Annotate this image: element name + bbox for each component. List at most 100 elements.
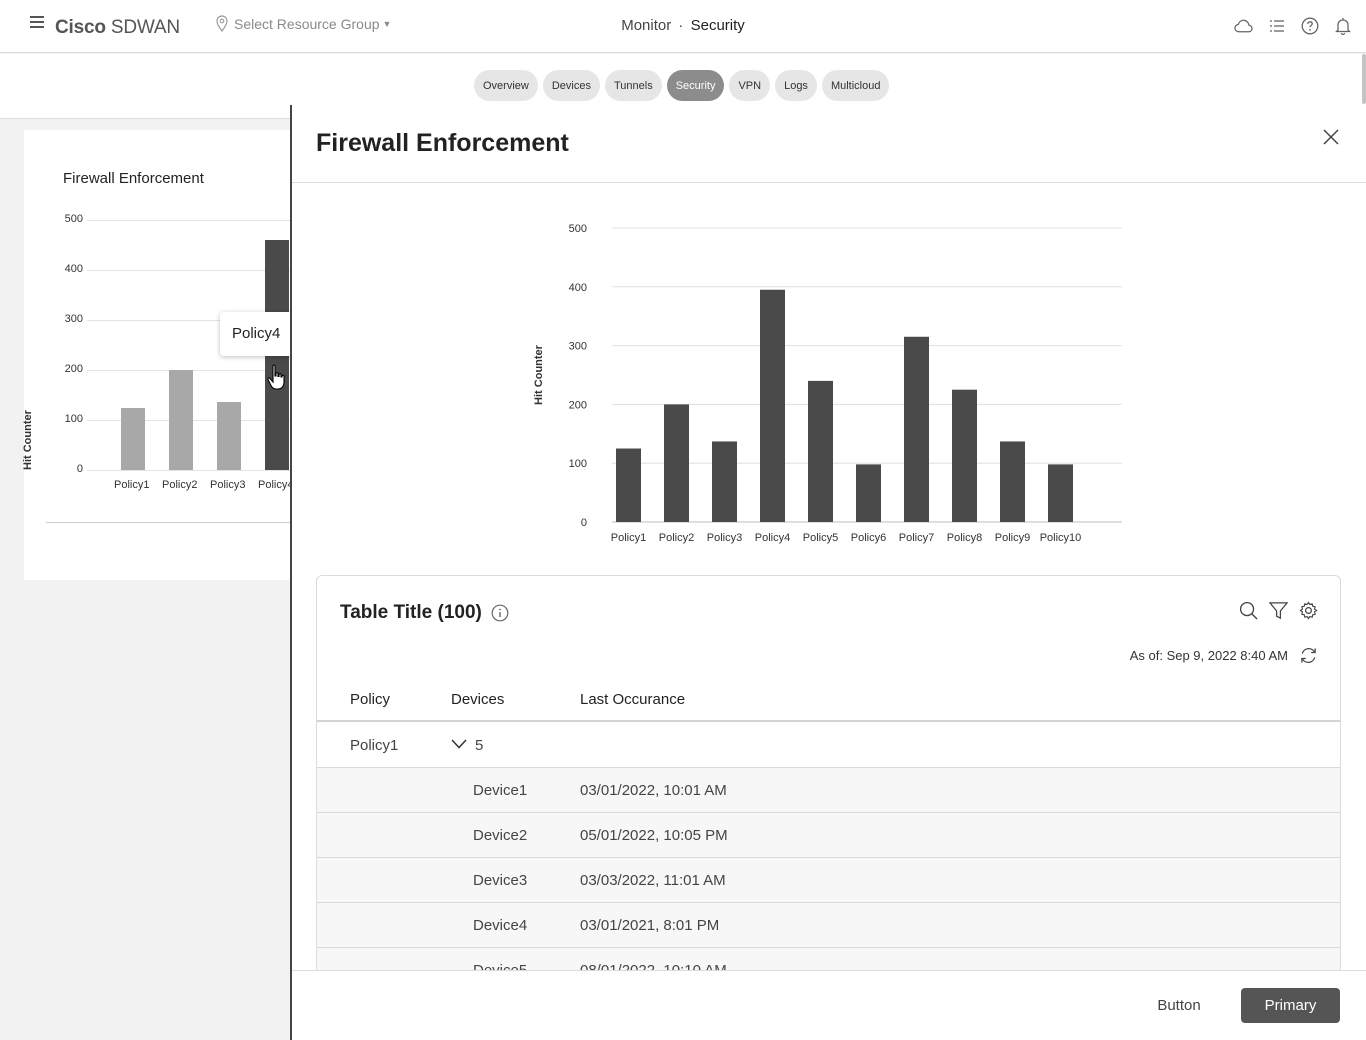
secondary-button[interactable]: Button [1157, 997, 1201, 1014]
bar-policy1[interactable] [121, 407, 145, 470]
table-group-row[interactable]: Policy1 5 [317, 723, 1340, 768]
row-device-count: 5 [475, 737, 484, 754]
filter-icon[interactable] [1269, 601, 1288, 620]
row-policy: Policy1 [350, 737, 399, 754]
bar-tooltip: Policy4 [220, 312, 300, 356]
row-last-occurance: 03/03/2022, 11:01 AM [580, 872, 726, 889]
search-icon[interactable] [1239, 601, 1258, 620]
table-row[interactable]: Device2 05/01/2022, 10:05 PM [317, 813, 1340, 858]
row-device: Device2 [473, 827, 528, 844]
card-divider [46, 522, 306, 523]
policy-table-card: Table Title (100) As of: Sep 9, 2022 8:4… [316, 575, 1341, 995]
bar-policy4 [760, 289, 785, 522]
bar-policy3[interactable] [217, 401, 241, 470]
tab-tunnels[interactable]: Tunnels [604, 70, 662, 101]
breadcrumb: Monitor · Security [0, 17, 1366, 34]
drawer-divider [292, 182, 1366, 183]
x-tick-label: Policy10 [1040, 532, 1082, 544]
row-device: Device3 [473, 872, 528, 889]
x-tick-label: Policy2 [659, 532, 694, 544]
drawer-footer: Button Primary [292, 970, 1366, 1040]
bar-policy5 [808, 380, 833, 522]
bar-policy9 [1000, 441, 1025, 522]
row-last-occurance: 05/01/2022, 10:05 PM [580, 827, 728, 844]
info-icon[interactable] [491, 604, 509, 622]
hand-pointer-icon [267, 364, 285, 390]
row-device: Device1 [473, 782, 528, 799]
table-row[interactable]: Device1 03/01/2022, 10:01 AM [317, 768, 1340, 813]
bar-policy3 [712, 441, 737, 522]
row-device: Device4 [473, 917, 528, 934]
x-tick-label: Policy3 [707, 532, 742, 544]
y-tick-label: 300 [64, 313, 83, 325]
gridline [87, 220, 297, 221]
y-tick-label: 500 [569, 223, 587, 235]
x-tick-label: Policy4 [258, 479, 294, 491]
gear-icon[interactable] [1299, 601, 1318, 620]
y-tick-label: 100 [64, 413, 83, 425]
x-tick-label: Policy8 [947, 532, 982, 544]
x-tick-label: Policy6 [851, 532, 886, 544]
app-header: Cisco SDWAN Select Resource Group ▼ Moni… [0, 0, 1366, 53]
y-tick-label: 200 [64, 363, 83, 375]
as-of-timestamp: As of: Sep 9, 2022 8:40 AM [1130, 646, 1318, 665]
cloud-icon[interactable] [1234, 16, 1253, 36]
chevron-down-icon[interactable] [451, 739, 467, 749]
x-tick-label: Policy2 [162, 479, 198, 491]
gridline [87, 320, 297, 321]
close-icon[interactable] [1322, 128, 1340, 146]
list-icon[interactable] [1267, 16, 1286, 36]
row-last-occurance: 03/01/2022, 10:01 AM [580, 782, 727, 799]
x-tick-label: Policy1 [611, 532, 646, 544]
bar-policy2 [664, 404, 689, 522]
x-tick-label: Policy3 [210, 479, 246, 491]
resource-group-select[interactable]: Select Resource Group ▼ [216, 15, 391, 33]
table-title: Table Title (100) [340, 602, 509, 624]
gridline [87, 270, 297, 271]
help-icon[interactable] [1300, 16, 1319, 36]
tab-security[interactable]: Security [666, 70, 725, 101]
location-pin-icon [216, 15, 228, 32]
tab-multicloud[interactable]: Multicloud [821, 70, 890, 101]
gridline [87, 470, 297, 471]
bar-policy10 [1048, 464, 1073, 522]
table-title-text: Table Title (100) [340, 602, 482, 623]
y-tick-label: 0 [76, 463, 83, 475]
y-tick-label: 300 [569, 341, 587, 353]
y-tick-label: 200 [569, 399, 587, 411]
refresh-icon[interactable] [1299, 646, 1318, 665]
as-of-text: As of: Sep 9, 2022 8:40 AM [1129, 648, 1288, 663]
table-header: Policy Devices Last Occurance [317, 679, 1340, 722]
breadcrumb-parent[interactable]: Monitor [621, 17, 672, 34]
tab-bar: Overview Devices Tunnels Security VPN Lo… [474, 70, 890, 101]
bar-policy2[interactable] [169, 370, 193, 470]
tab-devices[interactable]: Devices [542, 70, 600, 101]
card-y-axis-label: Hit Counter [22, 410, 34, 470]
tab-vpn[interactable]: VPN [729, 70, 771, 101]
bar-policy8 [952, 389, 977, 522]
tab-overview[interactable]: Overview [474, 70, 538, 101]
resource-group-label: Select Resource Group [234, 16, 380, 32]
x-tick-label: Policy7 [899, 532, 934, 544]
column-header-policy[interactable]: Policy [350, 691, 391, 708]
primary-button[interactable]: Primary [1241, 988, 1340, 1023]
page-scrollbar[interactable] [1362, 54, 1366, 104]
column-header-last-occurance[interactable]: Last Occurance [580, 691, 686, 708]
bell-icon[interactable] [1333, 16, 1352, 36]
y-tick-label: 500 [64, 213, 83, 225]
bar-policy7 [904, 336, 929, 522]
bar-policy1 [616, 448, 641, 522]
y-tick-label: 400 [64, 263, 83, 275]
row-last-occurance: 03/01/2021, 8:01 PM [580, 917, 720, 934]
column-header-devices[interactable]: Devices [451, 691, 505, 708]
table-row[interactable]: Device3 03/03/2022, 11:01 AM [317, 858, 1340, 903]
table-row[interactable]: Device4 03/01/2021, 8:01 PM [317, 903, 1340, 948]
y-tick-label: 100 [569, 458, 587, 470]
header-actions [1234, 16, 1352, 36]
tab-logs[interactable]: Logs [775, 70, 817, 101]
hamburger-menu-icon[interactable] [30, 16, 44, 30]
x-tick-label: Policy1 [114, 479, 150, 491]
drawer-title: Firewall Enforcement [316, 129, 569, 157]
bar-policy6 [856, 464, 881, 522]
y-tick-label: 400 [569, 282, 587, 294]
